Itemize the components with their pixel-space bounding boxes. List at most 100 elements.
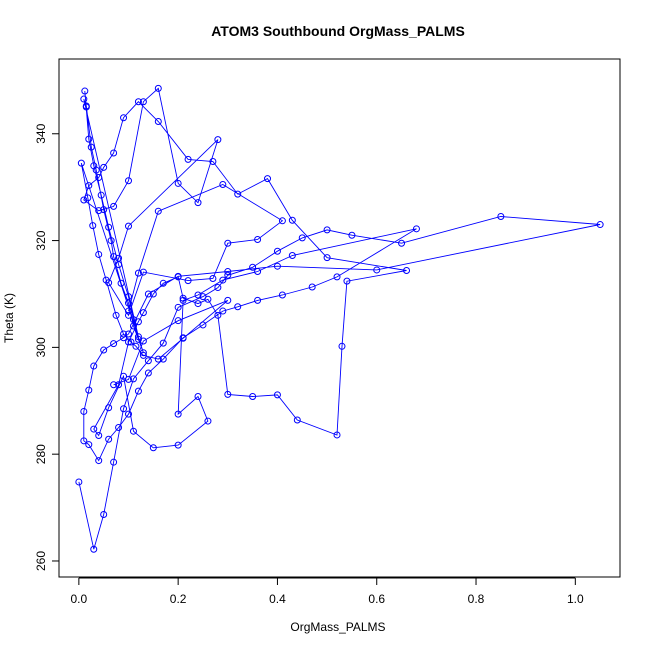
data-point bbox=[129, 375, 137, 383]
data-point bbox=[85, 182, 93, 190]
data-point bbox=[154, 117, 162, 125]
data-point bbox=[120, 334, 128, 342]
data-point bbox=[80, 95, 88, 103]
x-tick-label: 0.4 bbox=[269, 592, 286, 606]
data-point bbox=[125, 375, 133, 383]
data-point bbox=[89, 222, 97, 230]
data-point bbox=[134, 333, 142, 341]
data-point bbox=[249, 263, 257, 271]
data-point bbox=[100, 206, 108, 214]
data-point bbox=[125, 410, 133, 418]
y-tick-label: 260 bbox=[34, 551, 48, 571]
data-point bbox=[110, 340, 118, 348]
data-point bbox=[95, 457, 103, 465]
x-tick-label: 0.0 bbox=[71, 592, 88, 606]
data-point bbox=[125, 222, 133, 230]
data-point bbox=[596, 221, 604, 229]
data-point bbox=[110, 149, 118, 157]
data-point bbox=[288, 216, 296, 224]
data-point bbox=[174, 179, 182, 187]
data-point bbox=[90, 545, 98, 553]
data-point bbox=[179, 334, 187, 342]
data-point bbox=[184, 277, 192, 285]
data-point bbox=[132, 342, 140, 350]
data-point bbox=[412, 225, 420, 233]
data-point bbox=[134, 335, 142, 343]
data-point bbox=[85, 135, 93, 143]
data-point bbox=[179, 296, 187, 304]
data-point bbox=[102, 276, 110, 284]
data-point bbox=[80, 407, 88, 415]
data-point bbox=[110, 381, 118, 389]
data-point bbox=[129, 322, 137, 330]
data-point bbox=[343, 277, 351, 285]
data-point bbox=[219, 276, 227, 284]
series-lines bbox=[78, 87, 601, 550]
data-point bbox=[134, 269, 142, 277]
data-point bbox=[75, 478, 83, 486]
data-point bbox=[209, 158, 217, 166]
data-point bbox=[110, 202, 118, 210]
data-point bbox=[174, 303, 182, 311]
data-point bbox=[497, 213, 505, 221]
data-point bbox=[323, 254, 331, 262]
data-point bbox=[129, 427, 137, 435]
data-point bbox=[81, 87, 89, 95]
data-point bbox=[110, 458, 118, 466]
data-point bbox=[194, 291, 202, 299]
data-point bbox=[80, 437, 88, 445]
data-point bbox=[154, 355, 162, 363]
data-point bbox=[144, 357, 152, 365]
x-axis-label: OrgMass_PALMS bbox=[290, 620, 385, 634]
data-point bbox=[184, 155, 192, 163]
data-point bbox=[139, 98, 147, 106]
data-point bbox=[115, 381, 123, 389]
data-point bbox=[288, 252, 296, 260]
data-point bbox=[273, 247, 281, 255]
data-point bbox=[105, 404, 113, 412]
data-point bbox=[224, 390, 232, 398]
data-point bbox=[234, 303, 242, 311]
data-point bbox=[82, 102, 90, 110]
data-point bbox=[159, 279, 167, 287]
data-point bbox=[174, 410, 182, 418]
data-point bbox=[149, 290, 157, 298]
data-point bbox=[174, 441, 182, 449]
data-point bbox=[125, 307, 133, 315]
data-point bbox=[224, 239, 232, 247]
data-point bbox=[84, 194, 92, 202]
x-tick-label: 0.2 bbox=[170, 592, 187, 606]
data-point bbox=[174, 317, 182, 325]
plot-frame bbox=[58, 58, 621, 578]
data-point bbox=[85, 386, 93, 394]
data-point bbox=[154, 207, 162, 215]
data-point bbox=[139, 349, 147, 357]
data-point bbox=[194, 199, 202, 207]
data-point bbox=[273, 262, 281, 270]
y-axis: 260 280 300 320 340 bbox=[34, 123, 60, 571]
data-point bbox=[214, 136, 222, 144]
data-point bbox=[278, 217, 286, 225]
data-point bbox=[333, 431, 341, 439]
data-point bbox=[194, 393, 202, 401]
data-point bbox=[95, 250, 103, 258]
data-point bbox=[100, 511, 108, 519]
y-tick-label: 300 bbox=[34, 337, 48, 357]
y-tick-label: 340 bbox=[34, 123, 48, 143]
series-line bbox=[78, 87, 601, 550]
data-point bbox=[134, 98, 142, 106]
data-point bbox=[97, 191, 105, 199]
data-point bbox=[264, 175, 272, 183]
data-point bbox=[214, 284, 222, 292]
data-point bbox=[100, 163, 108, 171]
data-point bbox=[95, 431, 103, 439]
data-point bbox=[224, 296, 232, 304]
data-point bbox=[214, 311, 222, 319]
data-point bbox=[90, 362, 98, 370]
data-point bbox=[278, 291, 286, 299]
data-point bbox=[224, 271, 232, 279]
data-point bbox=[159, 355, 167, 363]
y-axis-label: Theta (K) bbox=[2, 293, 16, 343]
data-point bbox=[95, 174, 103, 182]
